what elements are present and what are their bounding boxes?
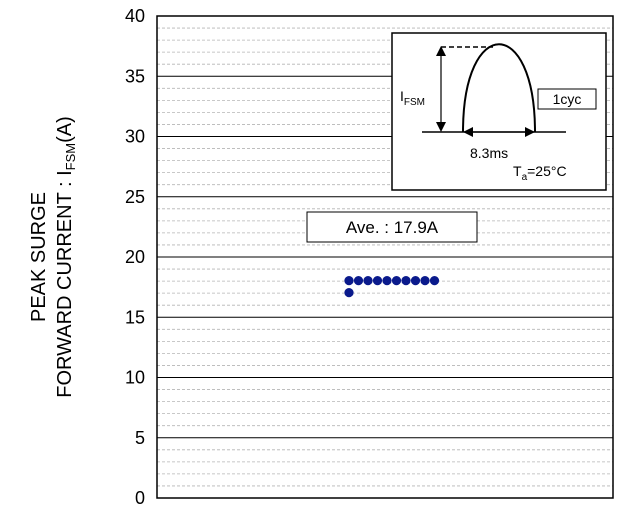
y-tick-label: 25 (125, 187, 145, 207)
y-tick-label: 30 (125, 127, 145, 147)
inset-ifsm-arrowhead-down (436, 122, 446, 132)
y-axis-label-line2: FORWARD CURRENT : IFSM(A) (54, 116, 78, 398)
plot-area-frame (156, 15, 614, 499)
y-axis-label-unit: (A) (54, 116, 76, 143)
inset-half-sine-pulse (462, 43, 536, 133)
y-tick-label: 0 (135, 488, 145, 508)
data-points (344, 276, 440, 298)
data-point (363, 276, 373, 286)
inset-ta-value: =25°C (527, 163, 566, 179)
y-tick-label: 15 (125, 307, 145, 327)
data-point (372, 276, 383, 286)
inset-ifsm-main: I (400, 88, 404, 104)
data-point (391, 276, 402, 286)
surge-waveform-inset: IFSM 1cyc 8.3ms Ta=25°C (391, 32, 607, 191)
y-axis-label-main: FORWARD CURRENT : I (54, 170, 76, 397)
data-point (401, 276, 411, 286)
inset-cycle-label: 1cyc (553, 91, 582, 107)
y-tick-label: 5 (135, 428, 145, 448)
data-point (429, 276, 440, 286)
y-tick-label: 20 (125, 247, 145, 267)
inset-time-label: 8.3ms (470, 145, 508, 161)
y-tick-label: 10 (125, 368, 145, 388)
data-point (420, 276, 430, 286)
data-point (382, 276, 392, 286)
inset-temperature-label: Ta=25°C (513, 163, 567, 183)
y-tick-label: 40 (125, 6, 145, 26)
y-axis-label: PEAK SURGE FORWARD CURRENT : IFSM(A) (28, 116, 78, 398)
data-point (344, 276, 354, 286)
inset-ta-sub: a (522, 172, 528, 183)
y-axis-tick-labels: 0 5 10 15 20 25 30 35 40 (125, 6, 145, 508)
inset-time-arrowhead-left (463, 127, 473, 137)
y-axis-label-line1: PEAK SURGE (28, 192, 50, 322)
inset-ifsm-label: IFSM (400, 88, 425, 108)
data-point (410, 276, 421, 286)
inset-time-arrowhead-right (525, 127, 535, 137)
y-axis-label-sub: FSM (63, 143, 78, 170)
average-label-box: Ave. : 17.9A (306, 211, 478, 243)
inset-ifsm-sub: FSM (404, 97, 425, 108)
inset-ifsm-arrowhead-up (436, 46, 446, 56)
data-point (344, 288, 354, 298)
average-label: Ave. : 17.9A (346, 218, 439, 237)
data-point (353, 276, 364, 286)
y-tick-label: 35 (125, 66, 145, 86)
inset-ta-main: T (513, 163, 522, 179)
